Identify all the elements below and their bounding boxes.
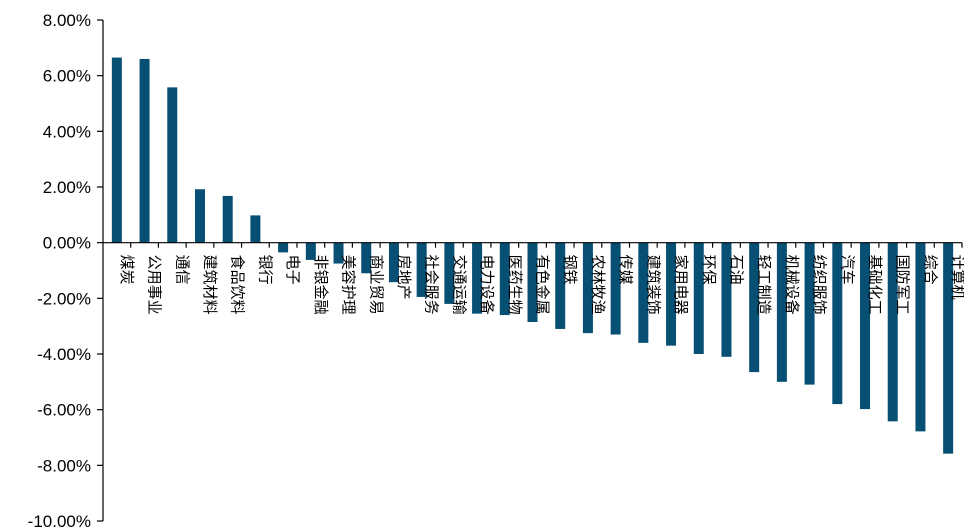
category-label: 农林牧渔 bbox=[589, 255, 607, 315]
category-label: 交通运输 bbox=[450, 255, 468, 315]
bar-15 bbox=[527, 242, 538, 322]
category-label: 煤炭 bbox=[118, 255, 136, 285]
bar-21 bbox=[693, 242, 704, 354]
y-tick-label: -10.00% bbox=[28, 512, 91, 530]
bar-24 bbox=[776, 242, 787, 382]
category-label: 银行 bbox=[256, 255, 274, 285]
category-label: 房地产 bbox=[395, 255, 413, 300]
category-label: 计算机 bbox=[949, 255, 964, 300]
category-label: 家用电器 bbox=[672, 255, 690, 315]
bar-5 bbox=[250, 215, 261, 243]
category-label: 建筑装饰 bbox=[644, 255, 662, 315]
bar-12 bbox=[444, 242, 455, 304]
category-label: 纺织服饰 bbox=[811, 255, 829, 315]
bar-25 bbox=[804, 242, 815, 385]
category-label: 有色金属 bbox=[534, 255, 552, 315]
category-label: 医药生物 bbox=[506, 255, 524, 315]
bar-6 bbox=[278, 242, 289, 253]
category-label: 轻工制造 bbox=[755, 255, 773, 315]
category-label: 基础化工 bbox=[866, 255, 884, 315]
category-label: 社会服务 bbox=[423, 255, 441, 315]
bar-13 bbox=[472, 242, 483, 314]
y-tick-label: 2.00% bbox=[43, 178, 91, 197]
bars bbox=[111, 57, 954, 454]
bar-10 bbox=[388, 242, 399, 283]
bar-14 bbox=[499, 242, 510, 316]
bar-11 bbox=[416, 242, 427, 297]
category-label: 汽车 bbox=[838, 255, 856, 285]
bar-29 bbox=[915, 242, 926, 432]
bar-1 bbox=[139, 58, 150, 243]
category-label: 机械设备 bbox=[783, 255, 801, 315]
category-label: 公用事业 bbox=[146, 255, 164, 315]
category-label: 美容护理 bbox=[340, 255, 358, 315]
y-tick-label: 0.00% bbox=[43, 234, 91, 253]
bar-2 bbox=[167, 87, 178, 243]
category-label: 国防军工 bbox=[894, 255, 912, 315]
y-tick-label: -2.00% bbox=[37, 289, 91, 308]
category-label: 环保 bbox=[700, 255, 718, 285]
bar-23 bbox=[749, 242, 760, 373]
bar-8 bbox=[333, 242, 344, 264]
category-label: 商业贸易 bbox=[367, 255, 385, 315]
y-axis: 8.00% 6.00% 4.00% 2.00% 0.00% -2.00% -4.00% -6.… bbox=[28, 11, 104, 530]
y-tick-label: 6.00% bbox=[43, 67, 91, 86]
bar-30 bbox=[943, 242, 954, 454]
bar-17 bbox=[582, 242, 593, 334]
bar-16 bbox=[555, 242, 566, 329]
category-label: 石油 bbox=[727, 255, 745, 285]
category-label: 通信 bbox=[173, 255, 191, 285]
bar-3 bbox=[194, 189, 205, 243]
bar-28 bbox=[887, 242, 898, 422]
bar-0 bbox=[111, 57, 122, 243]
category-labels: 煤炭 公用事业 通信 建筑材料 食品饮料 银行 电子 非银金融 美容护理 商业贸易 房地产 社会服务交… bbox=[118, 255, 964, 315]
bar-4 bbox=[222, 195, 233, 243]
x-axis bbox=[103, 242, 963, 248]
category-label: 传媒 bbox=[617, 255, 635, 285]
bar-18 bbox=[610, 242, 621, 335]
y-tick-label: -8.00% bbox=[37, 456, 91, 475]
bar-9 bbox=[361, 242, 372, 274]
bar-7 bbox=[305, 242, 316, 260]
category-label: 建筑材料 bbox=[201, 255, 219, 315]
bar-20 bbox=[666, 242, 677, 346]
category-label: 电子 bbox=[284, 255, 302, 285]
y-tick-label: 8.00% bbox=[43, 11, 91, 30]
category-label: 电力设备 bbox=[478, 255, 496, 315]
category-label: 综合 bbox=[921, 255, 939, 285]
y-tick-label: -6.00% bbox=[37, 401, 91, 420]
category-label: 非银金融 bbox=[312, 255, 330, 315]
category-label: 食品饮料 bbox=[229, 255, 247, 315]
bar-19 bbox=[638, 242, 649, 343]
category-label: 钢铁 bbox=[561, 255, 579, 285]
bar-27 bbox=[860, 242, 871, 410]
bar-22 bbox=[721, 242, 732, 357]
y-tick-label: -4.00% bbox=[37, 345, 91, 364]
y-tick-label: 4.00% bbox=[43, 122, 91, 141]
bar-26 bbox=[832, 242, 843, 405]
